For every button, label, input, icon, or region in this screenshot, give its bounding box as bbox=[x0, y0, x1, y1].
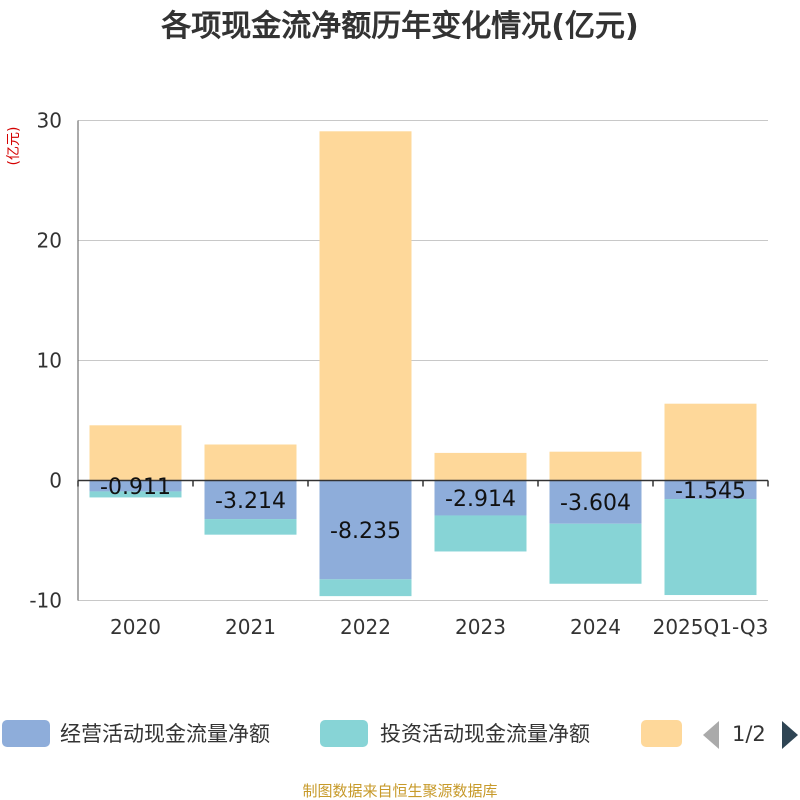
x-tick-label: 2021 bbox=[225, 615, 276, 639]
zero-axis bbox=[77, 479, 769, 487]
legend-prev-arrow-icon[interactable] bbox=[703, 721, 719, 749]
y-axis-unit: (亿元) bbox=[6, 127, 22, 166]
y-tick-label: -10 bbox=[29, 589, 62, 613]
x-tick-label: 2025Q1-Q3 bbox=[653, 615, 769, 639]
bar-segment[interactable] bbox=[549, 523, 642, 584]
x-tick-label: 2023 bbox=[455, 615, 506, 639]
bar-segment[interactable] bbox=[319, 579, 412, 597]
data-label: -1.545 bbox=[675, 479, 746, 504]
y-tick-label: 20 bbox=[37, 229, 62, 253]
bar-segment[interactable] bbox=[89, 480, 182, 492]
bar-segment[interactable] bbox=[434, 515, 527, 552]
x-axis-ticks: 2020 2021 2022 2023 2024 2025Q1-Q3 bbox=[110, 615, 768, 639]
legend-swatch-investing[interactable] bbox=[320, 720, 368, 747]
bar-segment[interactable] bbox=[549, 480, 642, 524]
data-label: -8.235 bbox=[330, 519, 401, 544]
bar-segment[interactable] bbox=[664, 403, 757, 481]
bar-segment[interactable] bbox=[319, 131, 412, 481]
x-tick-label: 2022 bbox=[340, 615, 391, 639]
legend-next-arrow-icon[interactable] bbox=[782, 721, 798, 749]
bar-segment[interactable] bbox=[319, 480, 412, 580]
y-tick-label: 0 bbox=[49, 469, 62, 493]
bar-segment[interactable] bbox=[204, 519, 297, 535]
legend: 经营活动现金流量净额 投资活动现金流量净额 1/2 bbox=[2, 720, 798, 749]
data-labels: -0.911 -3.214 -8.235 -2.914 -3.604 -1.545 bbox=[100, 475, 746, 544]
source-note: 制图数据来自恒生聚源数据库 bbox=[302, 782, 497, 800]
data-label: -0.911 bbox=[100, 475, 171, 500]
bar-segment[interactable] bbox=[549, 451, 642, 481]
data-label: -3.214 bbox=[215, 489, 286, 514]
x-tick-label: 2020 bbox=[110, 615, 161, 639]
y-tick-label: 30 bbox=[37, 109, 62, 133]
bar-segment[interactable] bbox=[664, 499, 757, 596]
x-tick-label: 2024 bbox=[570, 615, 621, 639]
y-tick-label: 10 bbox=[37, 349, 62, 373]
bar-segment[interactable] bbox=[89, 491, 182, 498]
legend-swatch-financing[interactable] bbox=[641, 720, 682, 747]
y-axis-ticks: -10 0 10 20 30 bbox=[29, 109, 62, 613]
bar-segment[interactable] bbox=[434, 452, 527, 481]
bar-segment[interactable] bbox=[664, 480, 757, 500]
legend-label-operating[interactable]: 经营活动现金流量净额 bbox=[60, 722, 270, 746]
legend-label-investing[interactable]: 投资活动现金流量净额 bbox=[380, 722, 590, 746]
bar-segment[interactable] bbox=[204, 480, 297, 520]
bars bbox=[89, 131, 757, 597]
data-label: -3.604 bbox=[560, 491, 631, 516]
bar-segment[interactable] bbox=[434, 480, 527, 516]
grid-lines bbox=[77, 120, 768, 601]
legend-page-indicator: 1/2 bbox=[732, 722, 766, 746]
data-label: -2.914 bbox=[445, 487, 516, 512]
bar-segment[interactable] bbox=[204, 444, 297, 481]
bar-segment[interactable] bbox=[89, 425, 182, 481]
chart-title: 各项现金流净额历年变化情况(亿元) bbox=[160, 9, 638, 44]
legend-swatch-operating[interactable] bbox=[2, 720, 50, 747]
